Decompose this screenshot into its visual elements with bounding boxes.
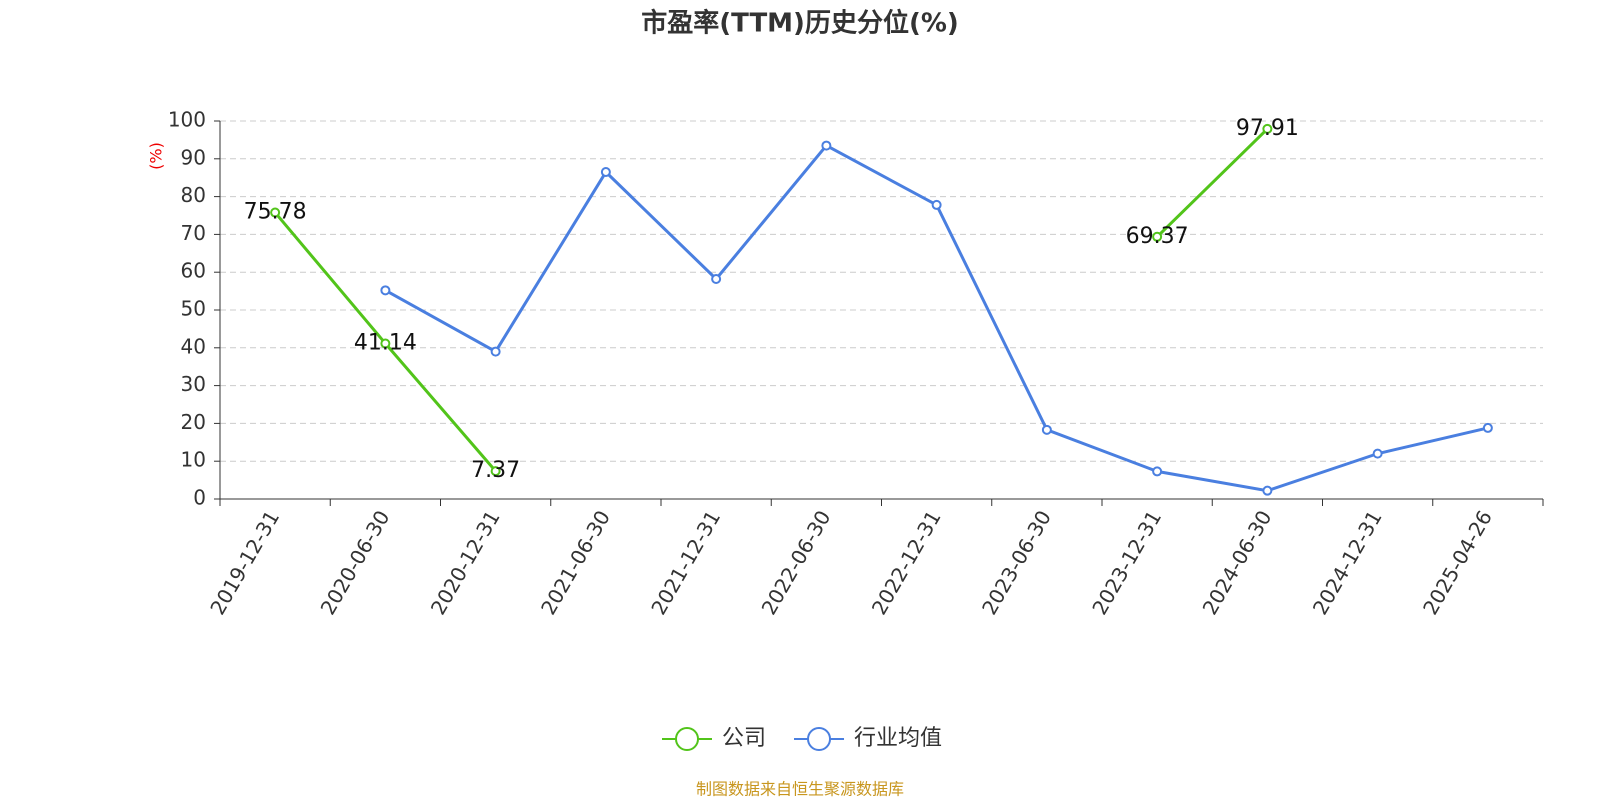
x-tick-label: 2022-06-30	[757, 506, 836, 619]
y-tick-label: 0	[193, 486, 206, 510]
point	[380, 338, 391, 349]
point	[821, 140, 832, 151]
point	[490, 346, 501, 357]
x-tick-label: 2024-06-30	[1198, 506, 1277, 619]
x-tick-label: 2021-12-31	[646, 506, 725, 619]
legend-marker	[675, 727, 699, 751]
y-tick-label: 30	[181, 372, 206, 396]
point	[600, 167, 611, 178]
y-axis-label: (%)	[147, 142, 166, 170]
y-tick-label: 80	[181, 183, 206, 207]
x-tick-label: 2019-12-31	[205, 506, 284, 619]
point	[380, 285, 391, 296]
y-tick-label: 20	[181, 410, 206, 434]
point	[1372, 448, 1383, 459]
x-tick-label: 2022-12-31	[867, 506, 946, 619]
data-label: 7.37	[471, 458, 520, 483]
point	[711, 274, 722, 285]
y-tick-label: 70	[181, 221, 206, 245]
x-tick-label: 2021-06-30	[536, 506, 615, 619]
y-tick-label: 50	[181, 297, 206, 321]
series-line	[273, 127, 1269, 473]
y-tick-label: 60	[181, 259, 206, 283]
point	[270, 207, 281, 218]
point	[1041, 424, 1052, 435]
data-label: 69.37	[1126, 224, 1189, 249]
point	[1262, 123, 1273, 134]
point	[1482, 422, 1493, 433]
source-note: 制图数据来自恒生聚源数据库	[696, 780, 904, 799]
chart-title: 市盈率(TTM)历史分位(%)	[641, 8, 959, 39]
point	[1152, 231, 1163, 242]
legend-label: 行业均值	[854, 726, 942, 751]
series-line	[384, 143, 1489, 493]
data-label: 75.78	[244, 200, 307, 225]
legend-marker	[807, 727, 832, 751]
point	[931, 199, 942, 210]
y-tick-label: 90	[181, 145, 206, 169]
x-tick-label: 2023-06-30	[977, 506, 1056, 619]
x-tick-label: 2020-06-30	[316, 506, 395, 619]
x-tick-label: 2024-12-31	[1308, 506, 1387, 619]
x-tick-label: 2023-12-31	[1087, 506, 1166, 619]
point	[490, 466, 501, 477]
y-tick-label: 40	[181, 334, 206, 358]
data-label: 41.14	[354, 330, 417, 355]
data-label: 97.91	[1236, 116, 1299, 141]
x-tick-label: 2020-12-31	[426, 506, 505, 619]
y-tick-label: 100	[168, 108, 206, 132]
legend-label: 公司	[722, 726, 766, 751]
point	[1262, 485, 1273, 496]
x-tick-label: 2025-04-26	[1418, 506, 1497, 619]
point	[1152, 466, 1163, 477]
y-tick-label: 10	[181, 448, 206, 472]
